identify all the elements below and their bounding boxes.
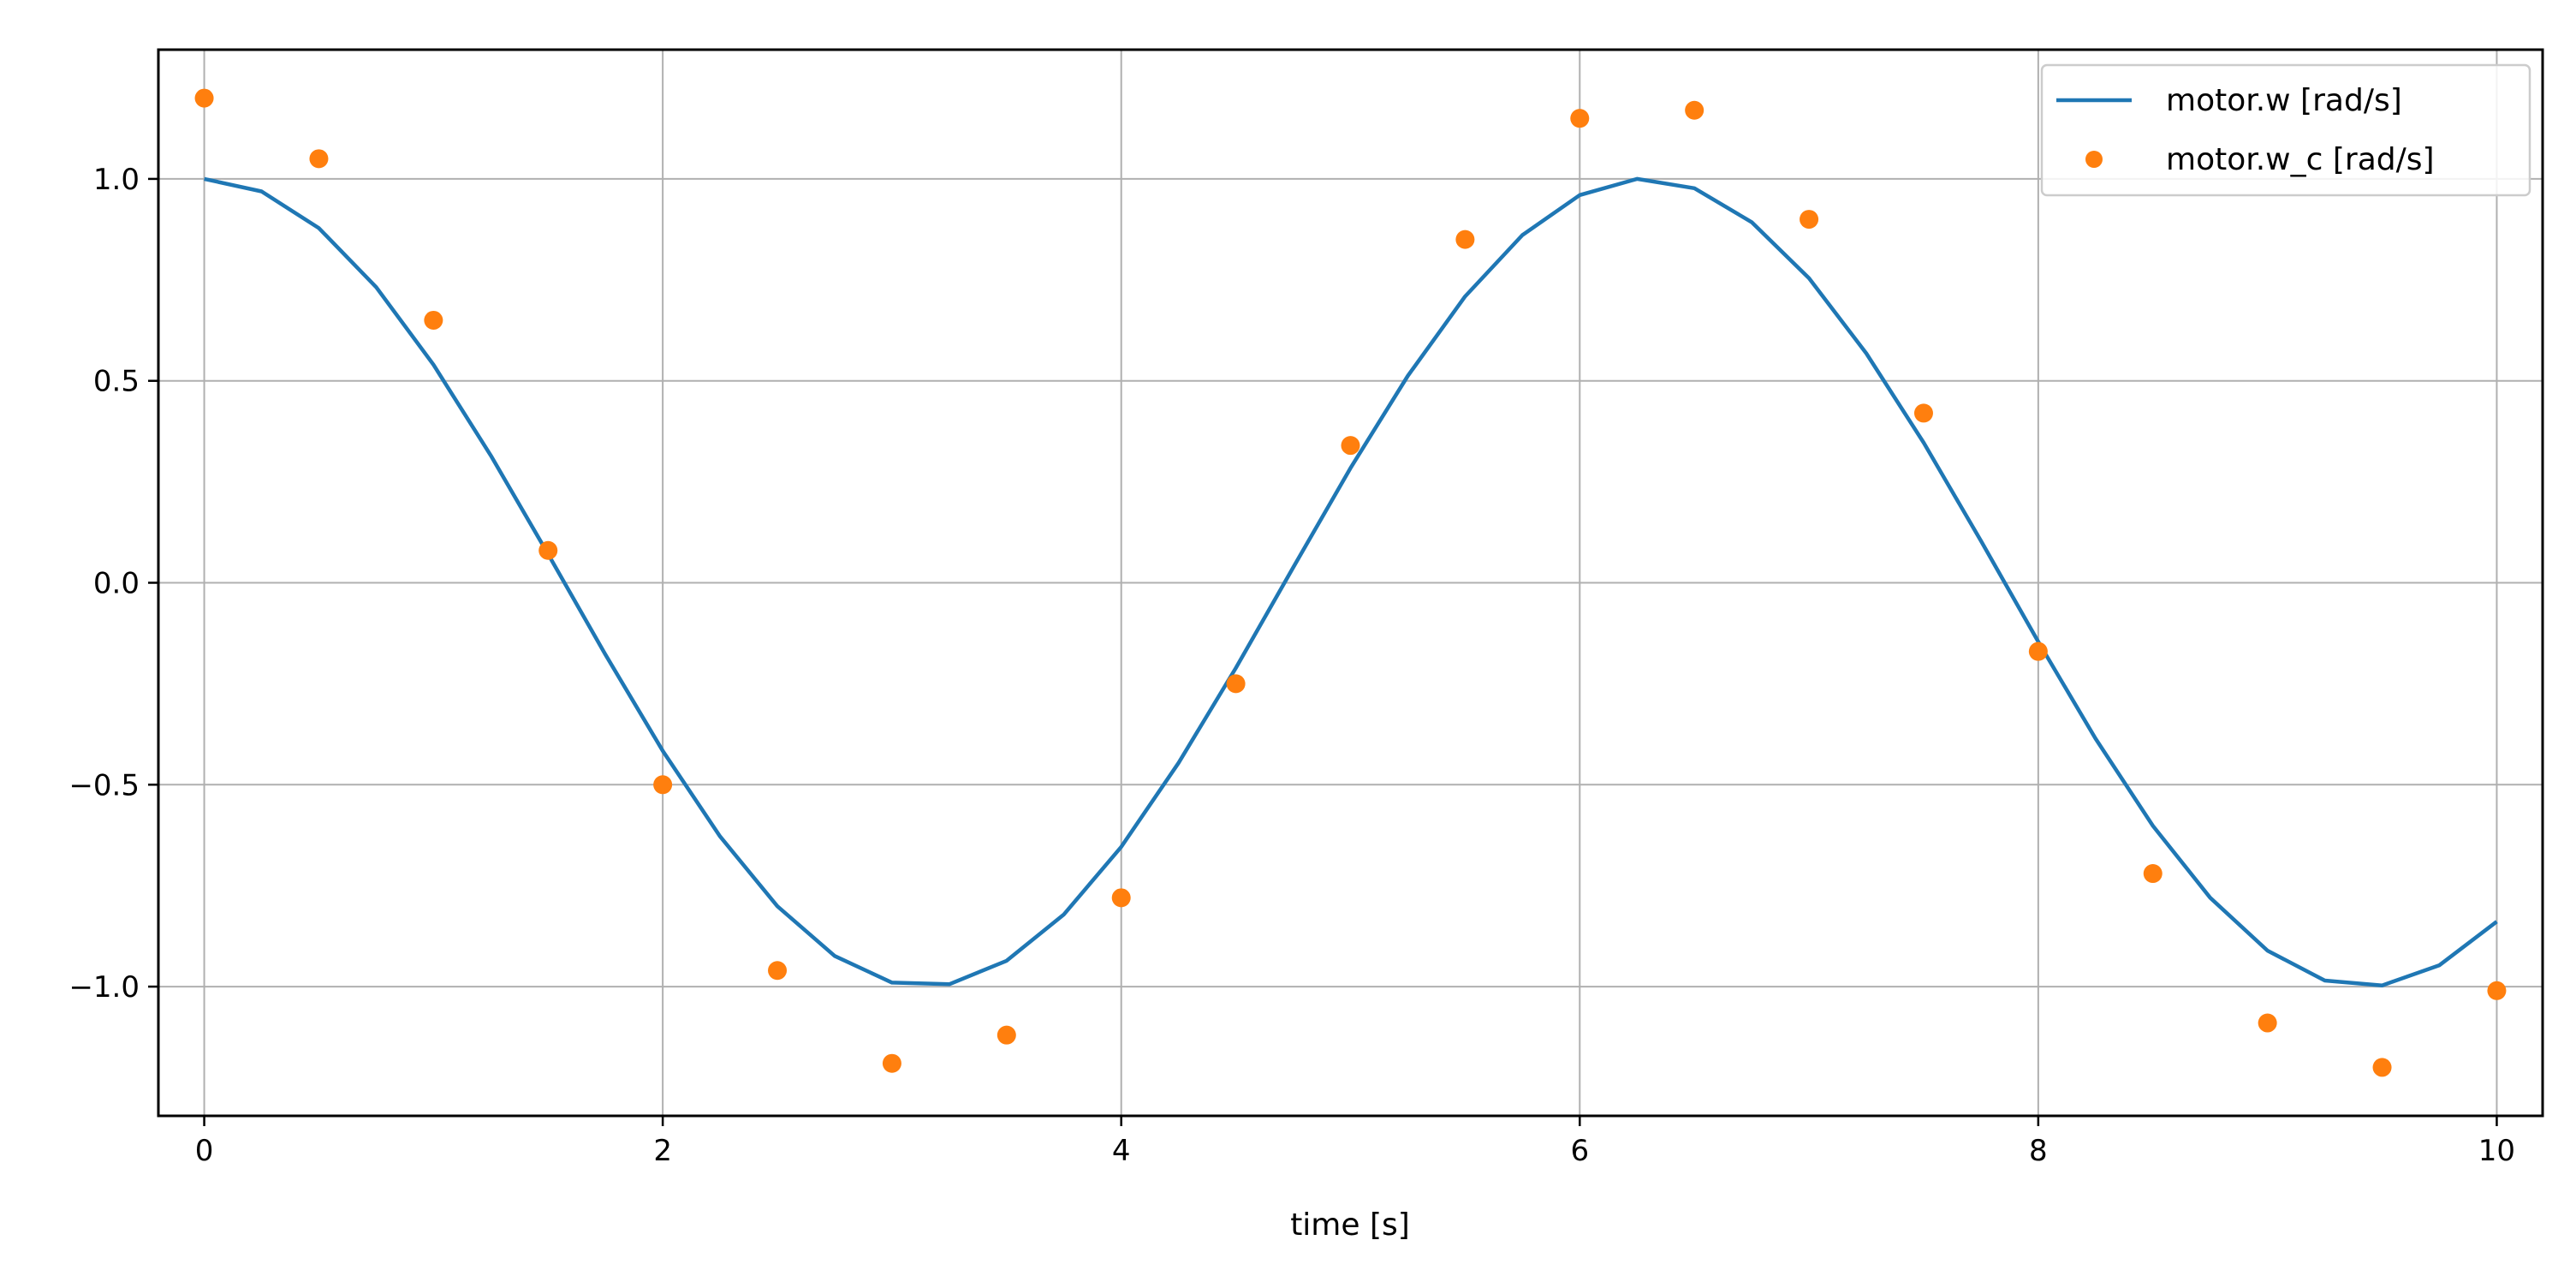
x-tick-label: 10 bbox=[2478, 1134, 2515, 1168]
data-point-motor-w-c bbox=[194, 88, 214, 108]
y-tick-label: −0.5 bbox=[68, 768, 140, 802]
data-point-motor-w-c bbox=[1455, 230, 1475, 249]
data-point-motor-w-c bbox=[309, 149, 329, 169]
data-point-motor-w-c bbox=[1570, 109, 1590, 128]
data-point-motor-w-c bbox=[1800, 210, 1819, 230]
x-tick-label: 8 bbox=[2029, 1134, 2048, 1168]
data-point-motor-w-c bbox=[768, 961, 788, 981]
data-point-motor-w-c bbox=[538, 540, 558, 560]
y-tick-label: 1.0 bbox=[93, 163, 140, 197]
x-tick-label: 6 bbox=[1570, 1134, 1589, 1168]
legend: motor.w [rad/s] motor.w_c [rad/s] bbox=[2040, 63, 2531, 197]
data-point-motor-w-c bbox=[1913, 403, 1933, 423]
legend-box bbox=[2040, 63, 2531, 197]
legend-label-motor-w: motor.w [rad/s] bbox=[2166, 83, 2402, 118]
data-point-motor-w-c bbox=[996, 1025, 1016, 1045]
data-point-motor-w-c bbox=[1111, 888, 1131, 908]
x-tick-label: 0 bbox=[195, 1134, 214, 1168]
data-point-motor-w-c bbox=[1226, 674, 1246, 694]
y-tick-label: 0.5 bbox=[93, 365, 140, 399]
x-tick-label: 4 bbox=[1112, 1134, 1131, 1168]
data-point-motor-w-c bbox=[2372, 1058, 2392, 1077]
data-point-motor-w-c bbox=[2258, 1013, 2277, 1033]
y-axis-ticks: 1.0 0.5 0.0 −0.5 −1.0 bbox=[68, 163, 158, 1005]
data-point-motor-w-c bbox=[882, 1053, 901, 1073]
data-point-motor-w-c bbox=[1685, 100, 1704, 120]
legend-label-motor-w-c: motor.w_c [rad/s] bbox=[2166, 142, 2435, 177]
y-tick-label: −1.0 bbox=[68, 970, 140, 1005]
y-tick-label: 0.0 bbox=[93, 567, 140, 601]
data-point-motor-w-c bbox=[2143, 864, 2163, 884]
data-point-motor-w-c bbox=[653, 775, 673, 795]
x-tick-label: 2 bbox=[653, 1134, 672, 1168]
series-layer bbox=[194, 88, 2507, 1077]
x-axis-ticks: 0 2 4 6 8 10 bbox=[195, 1116, 2515, 1168]
data-point-motor-w-c bbox=[424, 310, 443, 330]
data-point-motor-w-c bbox=[2487, 981, 2507, 1000]
data-point-motor-w-c bbox=[2028, 641, 2048, 661]
legend-dot-marker bbox=[2085, 151, 2103, 168]
x-axis-label: time [s] bbox=[1290, 1207, 1410, 1243]
data-point-motor-w-c bbox=[1341, 436, 1360, 456]
series-line-motor-w bbox=[204, 176, 2498, 987]
